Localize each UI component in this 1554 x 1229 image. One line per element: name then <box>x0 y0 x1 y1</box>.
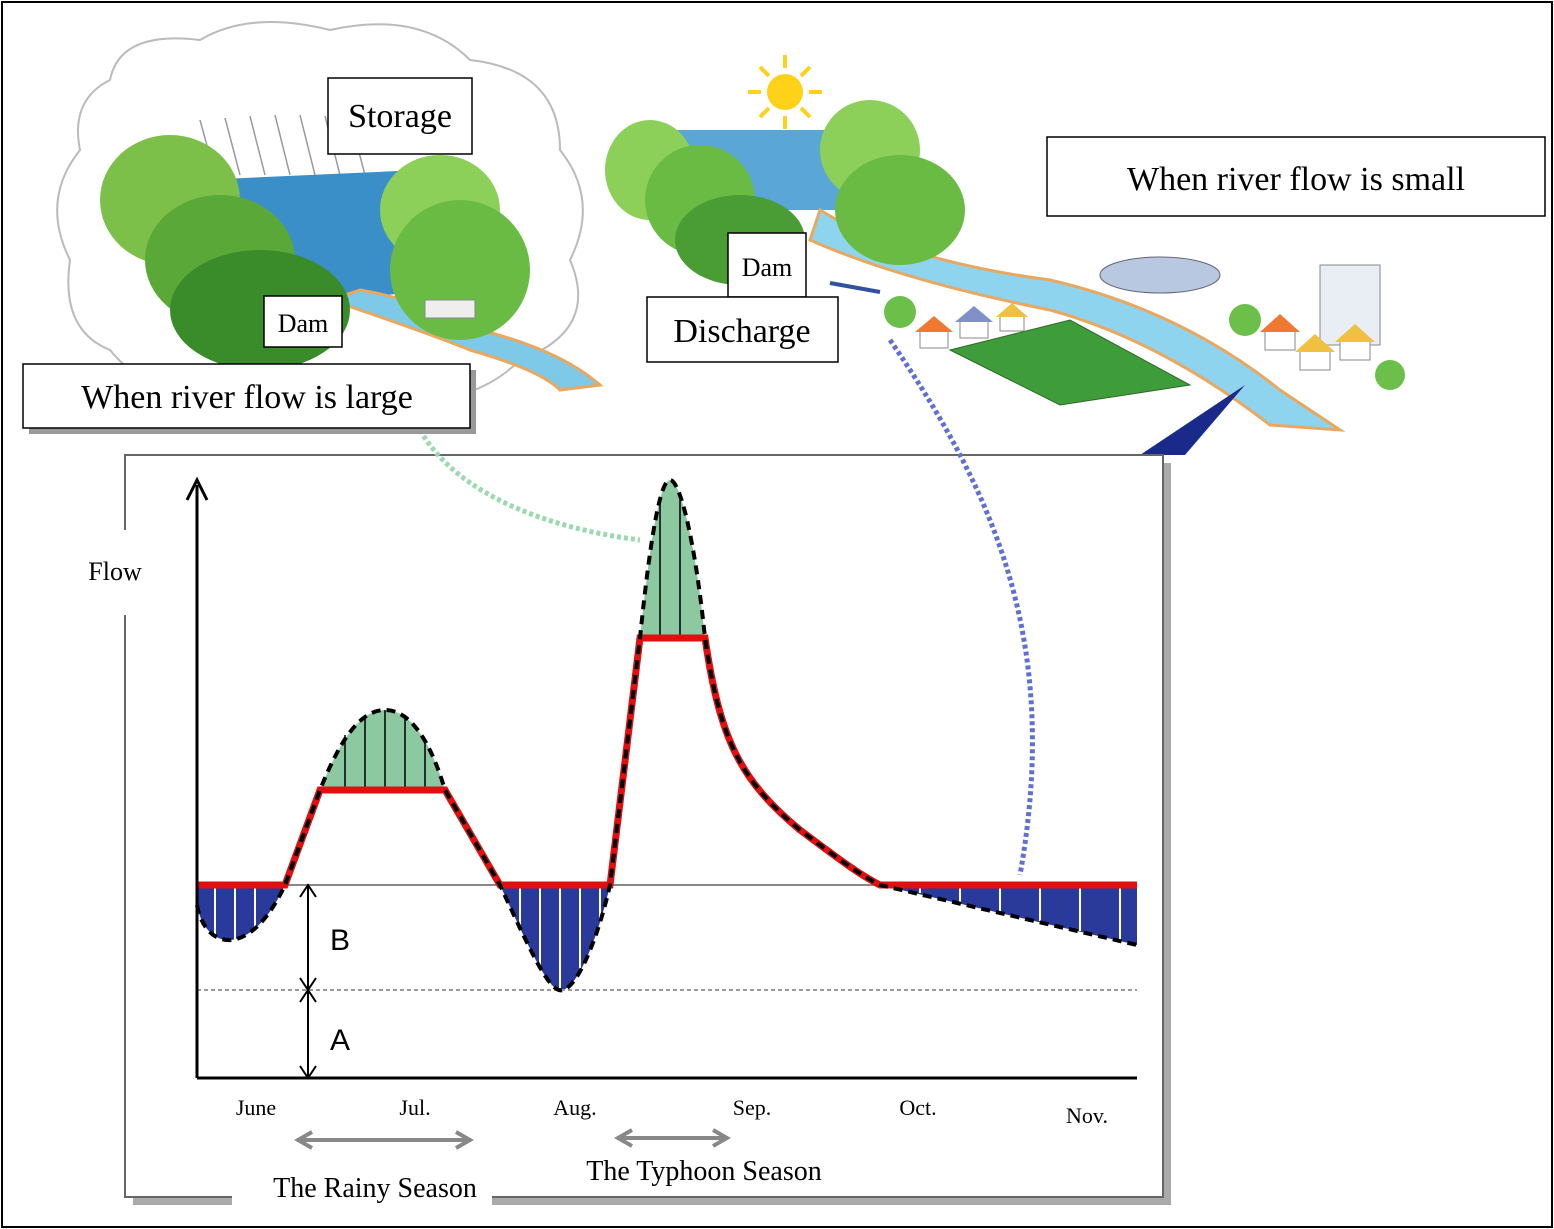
dimension-arrows <box>299 883 317 1080</box>
reservoir <box>200 170 440 300</box>
river <box>808 207 1346 432</box>
label-box <box>22 363 471 429</box>
pointer <box>1140 385 1245 455</box>
deficit-area <box>500 885 610 991</box>
label: When river flow is small <box>1127 161 1465 198</box>
village <box>884 256 1405 390</box>
month: Jul. <box>399 1095 430 1120</box>
month: Sep. <box>733 1095 772 1120</box>
deficit-area <box>197 885 285 941</box>
label-box <box>263 295 343 348</box>
label-bg <box>232 1165 492 1209</box>
label: When river flow is large <box>81 379 413 416</box>
label-box <box>1046 136 1546 217</box>
label: Discharge <box>673 313 810 350</box>
flow-label-bg <box>70 530 185 615</box>
label: Dam <box>742 253 793 282</box>
season: The Typhoon Season <box>586 1156 822 1187</box>
season: The Rainy Season <box>273 1173 477 1204</box>
discharge-arrow <box>829 281 881 294</box>
field <box>948 319 1192 406</box>
marker: B <box>330 924 350 957</box>
y-axis-label: Flow <box>88 557 142 586</box>
month: Aug. <box>553 1095 596 1120</box>
label-box <box>646 296 839 363</box>
month: June <box>236 1095 276 1120</box>
marker: A <box>330 1024 350 1057</box>
small-flow-link <box>887 338 1035 876</box>
sun <box>767 74 803 110</box>
surplus-area <box>320 710 445 790</box>
hatch <box>344 500 681 790</box>
label: Dam <box>278 309 329 338</box>
label-box <box>727 232 807 298</box>
label: Storage <box>348 98 452 135</box>
graph-panel <box>124 454 1164 1198</box>
month: Oct. <box>899 1095 936 1120</box>
hatch <box>214 885 1121 988</box>
mountains <box>100 135 530 370</box>
y-arrow <box>185 476 209 501</box>
season-arrows <box>293 1128 732 1150</box>
sun-rays <box>748 55 822 129</box>
natural-flow <box>195 477 1138 993</box>
large-flow-link <box>417 428 641 543</box>
label-box <box>327 77 473 155</box>
month: Nov. <box>1066 1103 1108 1128</box>
building <box>424 299 476 319</box>
